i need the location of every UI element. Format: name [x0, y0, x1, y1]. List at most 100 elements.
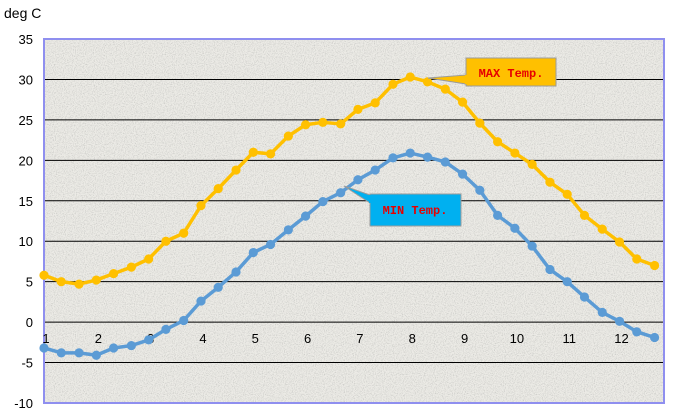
data-point-max-temp — [405, 72, 415, 82]
data-point-min-temp — [213, 282, 223, 292]
data-point-min-temp — [457, 169, 468, 179]
data-point-max-temp — [336, 119, 346, 129]
data-point-min-temp — [527, 241, 537, 251]
y-axis-unit-label: deg C — [4, 5, 41, 21]
data-point-max-temp — [265, 149, 276, 159]
data-point-max-temp — [196, 201, 206, 211]
series — [39, 72, 660, 360]
data-point-min-temp — [440, 157, 450, 167]
data-point-min-temp — [579, 292, 590, 302]
data-point-min-temp — [301, 211, 311, 221]
data-point-max-temp — [457, 97, 468, 107]
data-point-max-temp — [126, 262, 136, 272]
x-tick-label: 2 — [95, 331, 102, 346]
data-point-max-temp — [510, 148, 520, 158]
x-tick-label: 9 — [461, 331, 468, 346]
y-tick-label: 10 — [19, 234, 33, 249]
data-point-max-temp — [213, 184, 223, 194]
data-point-min-temp — [91, 350, 101, 360]
x-tick-label: 8 — [409, 331, 416, 346]
data-point-min-temp — [388, 153, 398, 163]
callout-min-box — [369, 193, 462, 227]
x-tick-label: 11 — [562, 331, 576, 346]
data-point-max-temp — [108, 268, 119, 279]
y-tick-label: 20 — [19, 153, 33, 168]
data-point-min-temp — [74, 348, 84, 358]
callout-max-label: MAX Temp. — [479, 67, 544, 81]
data-point-max-temp — [632, 254, 642, 264]
data-point-min-temp — [510, 223, 520, 233]
x-tick-label: 7 — [356, 331, 363, 346]
data-point-max-temp — [545, 177, 555, 187]
y-tick-label: -5 — [21, 356, 33, 371]
data-point-max-temp — [353, 104, 363, 114]
x-tick-label: 6 — [304, 331, 311, 346]
y-tick-label: 0 — [26, 315, 33, 330]
callout-max-box — [465, 57, 557, 87]
x-tick-label: 10 — [510, 331, 524, 346]
data-point-max-temp — [597, 224, 607, 234]
series-min-temp — [39, 148, 660, 360]
data-point-min-temp — [545, 264, 555, 275]
data-point-min-temp — [265, 239, 276, 250]
data-point-min-temp — [405, 148, 415, 158]
data-point-min-temp — [196, 296, 206, 306]
data-point-max-temp — [248, 147, 258, 157]
gridlines — [44, 78, 664, 364]
x-tick-label: 4 — [199, 331, 206, 346]
data-point-min-temp — [370, 165, 380, 175]
data-point-min-temp — [493, 210, 503, 220]
data-point-max-temp — [74, 279, 84, 289]
y-tick-label: 5 — [26, 275, 33, 290]
data-point-min-temp — [614, 316, 625, 326]
data-point-min-temp — [422, 152, 433, 162]
data-point-max-temp — [493, 137, 503, 147]
y-tick-label: 35 — [19, 32, 33, 47]
data-point-max-temp — [231, 165, 241, 175]
data-point-min-temp — [179, 315, 189, 326]
data-point-min-temp — [283, 225, 293, 235]
data-point-max-temp — [649, 260, 660, 271]
data-point-max-temp — [440, 84, 450, 94]
data-point-max-temp — [161, 236, 171, 246]
y-tick-label: 15 — [19, 194, 33, 209]
data-point-max-temp — [579, 210, 590, 220]
data-point-min-temp — [353, 175, 363, 185]
data-point-min-temp — [161, 324, 171, 334]
callout-max-temp: MAX Temp. — [427, 57, 557, 87]
data-point-max-temp — [527, 159, 537, 169]
data-point-max-temp — [370, 98, 380, 108]
data-point-max-temp — [144, 254, 154, 264]
data-point-max-temp — [179, 228, 189, 238]
data-point-max-temp — [318, 117, 328, 127]
data-point-min-temp — [318, 196, 328, 207]
data-point-max-temp — [614, 237, 625, 247]
data-point-min-temp — [126, 340, 136, 351]
x-tick-label: 5 — [252, 331, 259, 346]
data-point-max-temp — [91, 275, 101, 285]
data-point-min-temp — [597, 307, 607, 318]
data-point-min-temp — [475, 185, 485, 195]
data-point-min-temp — [39, 343, 49, 353]
data-point-max-temp — [475, 118, 485, 128]
y-tick-label: 25 — [19, 113, 33, 128]
data-point-max-temp — [388, 79, 398, 89]
y-tick-label: -10 — [14, 396, 33, 411]
data-point-min-temp — [248, 247, 258, 258]
data-point-max-temp — [39, 270, 49, 280]
series-max-temp — [39, 72, 660, 289]
callout-min-temp: MIN Temp. — [343, 185, 462, 227]
y-tick-label: 30 — [19, 72, 33, 87]
data-point-min-temp — [336, 188, 346, 198]
data-point-min-temp — [144, 335, 154, 345]
data-point-min-temp — [632, 327, 642, 337]
data-point-max-temp — [301, 120, 311, 130]
data-point-min-temp — [56, 348, 66, 358]
data-point-min-temp — [562, 277, 572, 287]
data-point-min-temp — [108, 343, 119, 353]
plot-area-border — [43, 38, 665, 404]
callout-min-label: MIN Temp. — [383, 204, 448, 218]
x-tick-label: 1 — [42, 331, 49, 346]
data-point-min-temp — [231, 267, 241, 277]
